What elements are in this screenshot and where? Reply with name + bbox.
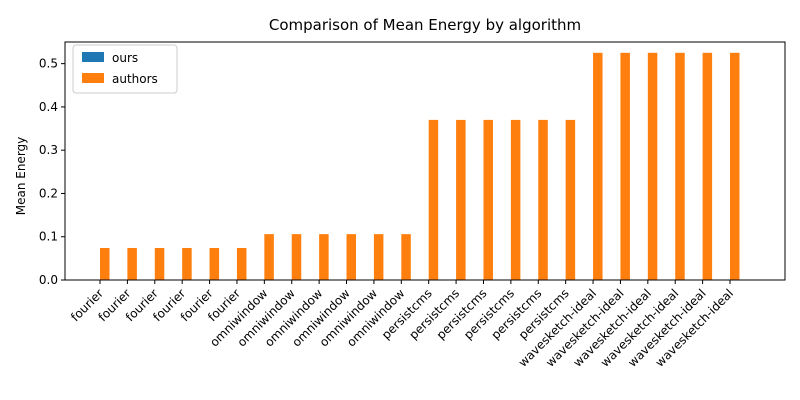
y-tick-label: 0.0 [39,273,58,287]
bar-authors [209,247,220,280]
bar-authors [456,119,466,281]
legend-swatch-ours [82,52,104,62]
legend: ours authors [72,44,178,94]
bar-authors [510,119,521,281]
legend-swatch-authors [82,73,104,83]
y-tick-label: 0.1 [39,230,58,244]
chart-title: Comparison of Mean Energy by algorithm [269,16,581,34]
y-tick-label: 0.2 [39,186,58,200]
bar-authors [593,52,603,281]
bar-authors [647,52,658,281]
y-tick-label: 0.4 [39,100,58,114]
plot-frame [64,41,786,281]
bar-authors [346,234,357,280]
legend-label-authors: authors [112,72,158,86]
bar-authors [373,234,384,280]
y-tick-label: 0.5 [39,57,58,71]
bar-authors [154,247,165,280]
bar-authors [401,234,411,280]
bar-authors [319,234,329,280]
bars-group [100,52,740,281]
y-tick-label: 0.3 [39,143,58,157]
bar-authors [702,52,713,281]
bar-authors [236,247,247,280]
bar-authors [565,119,576,281]
bar-authors [675,52,685,281]
legend-label-ours: ours [112,51,138,65]
bar-authors [538,119,548,281]
bar-authors [620,52,630,281]
bar-authors [264,234,274,280]
bar-authors [428,119,439,281]
bar-authors [100,247,110,280]
bar-authors [730,52,740,281]
bar-authors [182,247,192,280]
y-axis-label: Mean Energy [14,137,28,216]
bar-authors [127,247,137,280]
bar-authors [291,234,302,280]
y-axis-ticks: 0.0 0.1 0.2 0.3 0.4 0.5 [39,57,65,287]
bar-authors [483,119,493,281]
